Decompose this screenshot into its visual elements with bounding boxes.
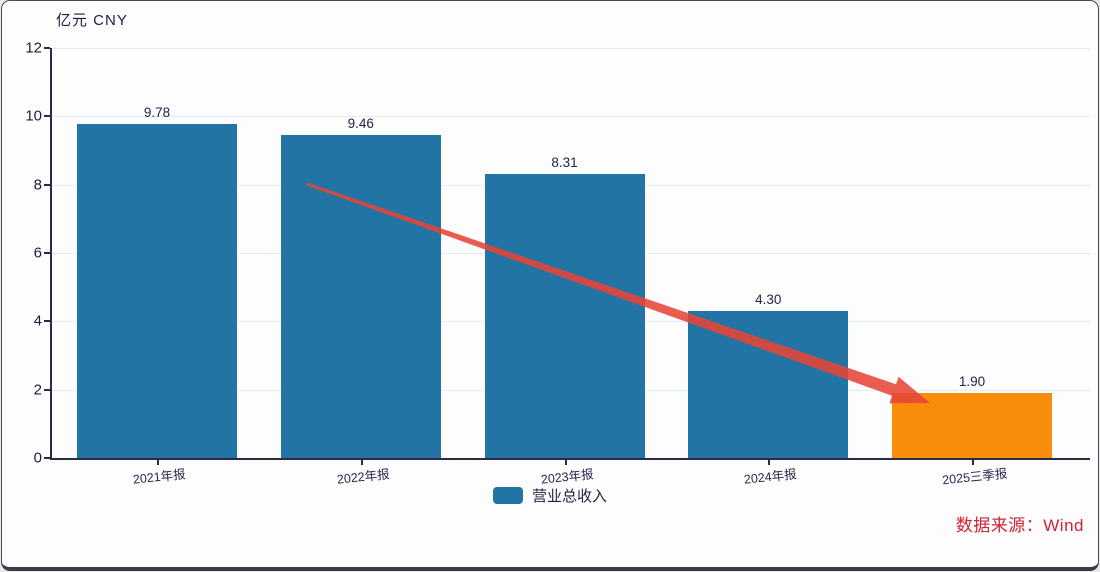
y-tick-label: 0 bbox=[33, 449, 42, 467]
y-axis-tick bbox=[44, 47, 50, 49]
y-axis-tick bbox=[44, 320, 50, 323]
x-axis-tick bbox=[157, 460, 159, 465]
bar-value-label: 9.46 bbox=[347, 115, 374, 131]
y-axis-tick bbox=[44, 457, 50, 459]
bar-2024年报 bbox=[688, 311, 849, 458]
y-tick-label: 2 bbox=[33, 381, 42, 399]
y-axis-tick bbox=[44, 183, 50, 186]
bar-value-label: 8.31 bbox=[551, 155, 578, 171]
data-source-label: 数据来源：Wind bbox=[955, 516, 1084, 535]
y-axis-line bbox=[50, 48, 52, 458]
x-axis-label: 2022年报 bbox=[336, 467, 391, 487]
y-axis-tick bbox=[44, 252, 50, 254]
legend: 营业总收入 bbox=[492, 485, 608, 506]
y-tick-label: 8 bbox=[33, 176, 42, 194]
x-axis-label: 2025三季报 bbox=[941, 466, 1008, 488]
y-tick-label: 12 bbox=[25, 39, 42, 57]
legend-swatch bbox=[492, 487, 523, 504]
y-axis-unit-label: 亿元 CNY bbox=[56, 12, 128, 29]
bar-value-label: 9.78 bbox=[143, 104, 171, 120]
x-axis-tick bbox=[564, 460, 567, 465]
bar-2022年报 bbox=[280, 134, 441, 458]
y-gridline bbox=[50, 116, 1090, 118]
y-tick-label: 10 bbox=[25, 107, 42, 125]
legend-label: 营业总收入 bbox=[531, 488, 608, 505]
bar-2021年报 bbox=[77, 123, 237, 458]
y-tick-label: 6 bbox=[33, 244, 42, 262]
x-axis-label: 2024年报 bbox=[743, 467, 798, 487]
y-axis-tick bbox=[44, 388, 50, 391]
y-tick-label: 4 bbox=[33, 312, 42, 330]
x-axis-tick bbox=[768, 460, 771, 465]
y-axis-tick bbox=[44, 115, 50, 118]
bar-value-label: 1.90 bbox=[958, 374, 986, 390]
x-axis-line bbox=[50, 458, 1090, 460]
x-axis-tick bbox=[360, 460, 363, 465]
y-gridline bbox=[50, 48, 1090, 49]
bar-2025三季报 bbox=[892, 393, 1052, 458]
x-axis-tick bbox=[972, 460, 974, 465]
bar-2023年报 bbox=[484, 174, 645, 458]
x-axis-label: 2021年报 bbox=[132, 467, 187, 487]
bar-value-label: 4.30 bbox=[755, 292, 782, 308]
